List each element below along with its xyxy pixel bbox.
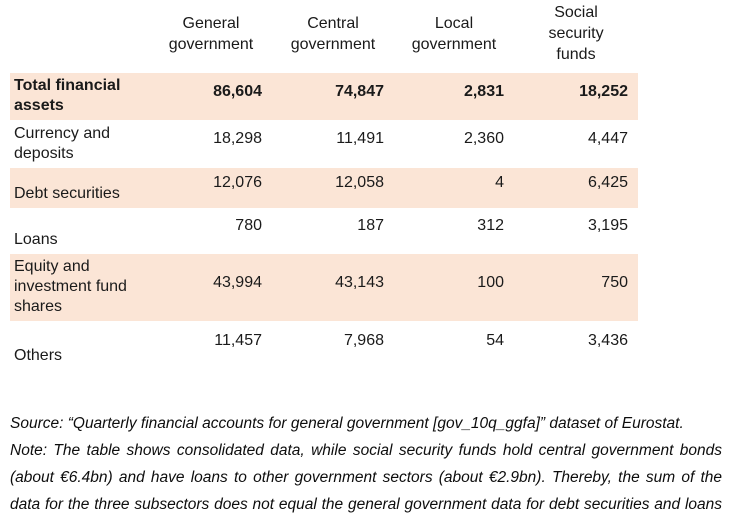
value-cell: 187 bbox=[357, 217, 384, 234]
value-cell: 18,252 bbox=[514, 73, 638, 120]
table-row: Others 11,457 7,968 54 3,436 bbox=[10, 321, 638, 370]
value-cell: 18,298 bbox=[213, 130, 262, 147]
value-cell: 4,447 bbox=[587, 130, 628, 147]
value-cell: 100 bbox=[394, 254, 514, 321]
column-header: Social security funds bbox=[548, 4, 604, 63]
table-row: Equity and investment fund shares 43,994 4… bbox=[10, 254, 638, 321]
value-cell: 4 bbox=[394, 168, 514, 208]
row-label: Total financial assets bbox=[10, 73, 150, 120]
value-cell: 780 bbox=[235, 217, 262, 234]
value-cell: 7,968 bbox=[343, 331, 384, 349]
corner-cell bbox=[10, 0, 150, 73]
table-body: Total financial assets 86,604 74,847 2,831 1… bbox=[10, 73, 638, 370]
value-cell: 3,195 bbox=[587, 217, 628, 234]
value-cell: 43,143 bbox=[272, 254, 394, 321]
table-row: Loans 780 187 312 3,195 bbox=[10, 208, 638, 254]
row-label: Currency and deposits bbox=[14, 125, 111, 162]
financial-assets-table: General government Central government Loca… bbox=[10, 0, 638, 370]
source-note: Source: “Quarterly financial accounts fo… bbox=[10, 415, 684, 432]
value-cell: 2,831 bbox=[394, 73, 514, 120]
data-note: Note: The table shows consolidated data,… bbox=[10, 442, 722, 513]
row-label: Debt securities bbox=[10, 168, 150, 208]
value-cell: 54 bbox=[486, 331, 504, 349]
column-header: Central government bbox=[290, 14, 376, 53]
column-header: General government bbox=[168, 14, 254, 53]
row-label: Others bbox=[14, 347, 63, 364]
value-cell: 750 bbox=[514, 254, 638, 321]
table-row: Total financial assets 86,604 74,847 2,831 1… bbox=[10, 73, 638, 120]
header-row: General government Central government Loca… bbox=[10, 0, 638, 73]
value-cell: 312 bbox=[477, 217, 504, 234]
footnotes: Source: “Quarterly financial accounts fo… bbox=[10, 410, 722, 514]
value-cell: 12,076 bbox=[150, 168, 272, 208]
value-cell: 12,058 bbox=[272, 168, 394, 208]
value-cell: 6,425 bbox=[514, 168, 638, 208]
value-cell: 2,360 bbox=[463, 130, 504, 147]
value-cell: 11,457 bbox=[214, 331, 262, 349]
value-cell: 86,604 bbox=[150, 73, 272, 120]
value-cell: 11,491 bbox=[336, 130, 384, 147]
table-row: Currency and deposits 18,298 11,491 2,360 4,… bbox=[10, 120, 638, 168]
row-label: Loans bbox=[14, 231, 58, 248]
value-cell: 74,847 bbox=[272, 73, 394, 120]
table-row: Debt securities 12,076 12,058 4 6,425 bbox=[10, 168, 638, 208]
row-label: Equity and investment fund shares bbox=[10, 254, 150, 321]
value-cell: 43,994 bbox=[150, 254, 272, 321]
column-header: Local government bbox=[411, 14, 497, 53]
value-cell: 3,436 bbox=[587, 331, 628, 349]
